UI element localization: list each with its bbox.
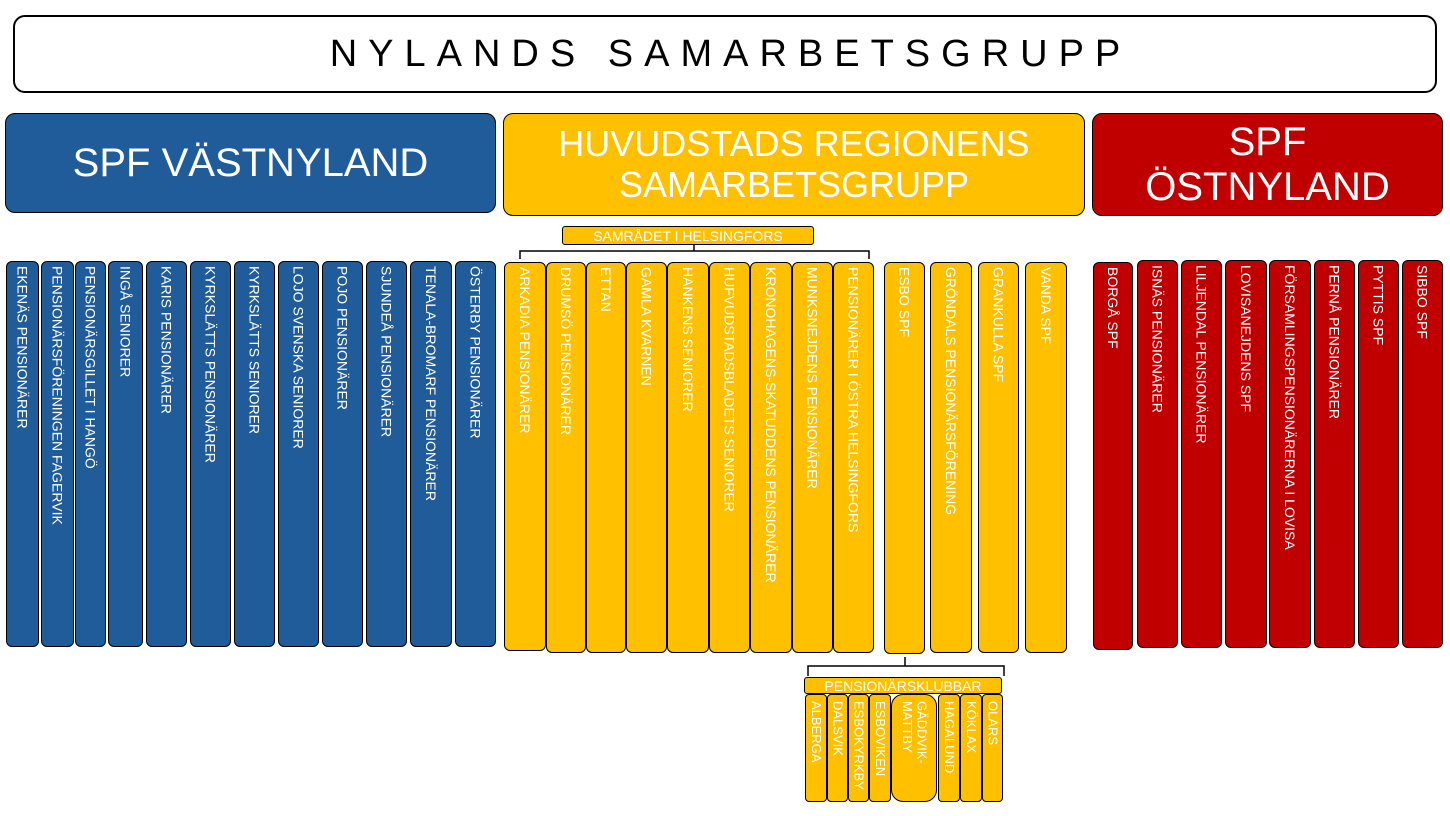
header-huvudstad: HUVUDSTADS REGIONENS SAMARBETSGRUPP	[503, 113, 1085, 216]
member-ost: FÖRSAMLINGSPENSIONÄRERNA I LOVISA	[1269, 260, 1311, 648]
member-label: HUFVUDSTADSBLADETS SENIORER	[721, 267, 738, 512]
member-label: KARIS PENSIONÄRER	[158, 266, 175, 414]
member-vast: ÖSTERBY PENSIONÄRER	[455, 261, 496, 647]
title-box: NYLANDS SAMARBETSGRUPP	[13, 15, 1437, 93]
member-samradet: MUNKSNEJDENS PENSIONÄRER	[792, 262, 833, 653]
header-huvudstad-label: HUVUDSTADS REGIONENS SAMARBETSGRUPP	[558, 123, 1030, 205]
member-label: KYRKSLÄTTS PENSIONÄRER	[202, 266, 219, 463]
member-label: SIBBO SPF	[1414, 265, 1431, 339]
klubb-item: ESBOVIKEN	[869, 694, 891, 802]
member-label: EKENÄS PENSIONÄRER	[14, 266, 31, 429]
member-label: GAMLA KVARNEN	[638, 267, 655, 386]
member-label: GRANKULLA SPF	[990, 267, 1007, 383]
member-vast: KYRKSLÄTTS SENIORER	[234, 261, 275, 647]
header-ostnyland: SPF ÖSTNYLAND	[1092, 113, 1443, 216]
member-samradet: HANKENS SENIORER	[667, 262, 709, 653]
member-huvudstad: VANDA SPF	[1025, 262, 1067, 653]
member-label: MUNKSNEJDENS PENSIONÄRER	[804, 267, 821, 489]
member-label: PENSIONÄRSGILLET I HANGÖ	[82, 266, 99, 469]
member-huvudstad: GRANKULLA SPF	[978, 262, 1019, 653]
klubb-label: ESBOVIKEN	[873, 701, 889, 777]
member-ost: PERNÅ PENSIONÄRER	[1314, 260, 1355, 648]
member-samradet: ARKADIA PENSIONÄRER	[504, 262, 546, 651]
member-vast: PENSIONÄRSGILLET I HANGÖ	[75, 261, 106, 647]
samradet-label: SAMRÅDET I HELSINGFORS	[593, 227, 783, 244]
member-huvudstad: ESBO SPF	[884, 262, 925, 654]
member-label: HANKENS SENIORER	[680, 267, 696, 412]
member-vast: KYRKSLÄTTS PENSIONÄRER	[190, 261, 231, 647]
member-vast: LOJO SVENSKA SENIORER	[278, 261, 319, 647]
member-ost: SIBBO SPF	[1402, 260, 1443, 648]
member-label: ISNÄS PENSIONÄRER	[1149, 265, 1166, 413]
member-label: ÖSTERBY PENSIONÄRER	[467, 266, 484, 439]
member-label: PENSIONÄRER I ÖSTRA HELSINGFORS	[845, 267, 862, 533]
klubb-label: GÄDDVIK- MATTBY	[900, 701, 930, 764]
member-label: ESBO SPF	[896, 267, 913, 338]
klubb-item: ESBOKYRKBY	[848, 694, 869, 802]
klubb-label: OLARS	[985, 701, 1001, 746]
klubb-item: ALBERGA	[805, 694, 827, 802]
member-samradet: DRUMSÖ PENSIONÄRER	[546, 262, 586, 653]
member-samradet: GAMLA KVARNEN	[626, 262, 667, 653]
member-vast: TENALA-BROMARF PENSIONÄRER	[410, 261, 452, 647]
member-label: GRÖNDALS PENSIONÄRSFÖRENING	[943, 267, 959, 516]
member-ost: BORGÅ SPF	[1093, 262, 1133, 650]
klubbar-bracket	[807, 665, 1005, 676]
klubb-item: DALSVIK	[827, 694, 848, 802]
samradet-tag: SAMRÅDET I HELSINGFORS	[562, 226, 814, 245]
member-label: BORGÅ SPF	[1105, 267, 1121, 349]
klubb-item: HAGALUND	[938, 694, 960, 802]
member-ost: LOVISANEJDENS SPF	[1225, 260, 1267, 648]
header-vastnyland-label: SPF VÄSTNYLAND	[72, 140, 429, 185]
klubb-label: ESBOKYRKBY	[851, 701, 867, 790]
member-label: LOJO SVENSKA SENIORER	[290, 266, 307, 449]
klubb-item: KÖKLAX	[960, 694, 982, 802]
member-label: TENALA-BROMARF PENSIONÄRER	[423, 266, 439, 501]
member-samradet: PENSIONÄRER I ÖSTRA HELSINGFORS	[833, 262, 874, 653]
klubb-label: ALBERGA	[809, 701, 825, 763]
member-label: INGÅ SENIORER	[117, 266, 134, 378]
member-vast: INGÅ SENIORER	[108, 261, 143, 647]
member-label: SJUNDEÅ PENSIONÄRER	[378, 266, 395, 438]
member-vast: POJO PENSIONÄRER	[322, 261, 363, 647]
klubb-label: DALSVIK	[830, 701, 846, 756]
member-label: PYTTIS SPF	[1370, 265, 1387, 346]
header-ostnyland-label: SPF ÖSTNYLAND	[1145, 119, 1390, 209]
member-ost: ISNÄS PENSIONÄRER	[1137, 260, 1178, 648]
member-label: FÖRSAMLINGSPENSIONÄRERNA I LOVISA	[1282, 265, 1298, 550]
samradet-bracket	[519, 250, 870, 259]
klubbar-label: PENSIONÄRSKLUBBAR	[824, 677, 982, 694]
klubb-label: HAGALUND	[942, 701, 958, 774]
member-label: PERNÅ PENSIONÄRER	[1326, 265, 1343, 420]
member-label: LILJENDAL PENSIONÄRER	[1193, 265, 1210, 444]
member-vast: PENSIONÄRSFÖRENINGEN FAGERVIK	[41, 261, 74, 647]
member-label: LOVISANEJDENS SPF	[1238, 265, 1254, 413]
member-samradet: HUFVUDSTADSBLADETS SENIORER	[709, 262, 750, 653]
member-label: DRUMSÖ PENSIONÄRER	[558, 267, 574, 436]
member-label: KYRKSLÄTTS SENIORER	[246, 266, 263, 435]
klubb-item: OLARS	[982, 694, 1003, 802]
member-label: ARKADIA PENSIONÄRER	[517, 267, 533, 434]
member-vast: KARIS PENSIONÄRER	[146, 261, 187, 647]
member-label: KRONOHAGENS-SKATUDDENS PENSIONÄRER	[763, 267, 779, 583]
klubbar-tag: PENSIONÄRSKLUBBAR	[804, 677, 1002, 694]
header-vastnyland: SPF VÄSTNYLAND	[5, 113, 496, 213]
page-title: NYLANDS SAMARBETSGRUPP	[329, 32, 1132, 75]
member-label: PENSIONÄRSFÖRENINGEN FAGERVIK	[49, 266, 66, 525]
klubb-item: GÄDDVIK- MATTBY	[891, 694, 937, 802]
member-vast: EKENÄS PENSIONÄRER	[6, 261, 39, 647]
klubb-label: KÖKLAX	[964, 701, 980, 754]
member-label: VANDA SPF	[1038, 267, 1054, 345]
member-samradet: ETTAN	[586, 262, 626, 653]
member-samradet: KRONOHAGENS-SKATUDDENS PENSIONÄRER	[750, 262, 792, 653]
member-vast: SJUNDEÅ PENSIONÄRER	[366, 261, 407, 647]
member-ost: PYTTIS SPF	[1358, 260, 1399, 648]
member-label: POJO PENSIONÄRER	[334, 266, 351, 410]
member-ost: LILJENDAL PENSIONÄRER	[1181, 260, 1222, 648]
member-huvudstad: GRÖNDALS PENSIONÄRSFÖRENING	[930, 262, 972, 653]
member-label: ETTAN	[598, 267, 614, 312]
